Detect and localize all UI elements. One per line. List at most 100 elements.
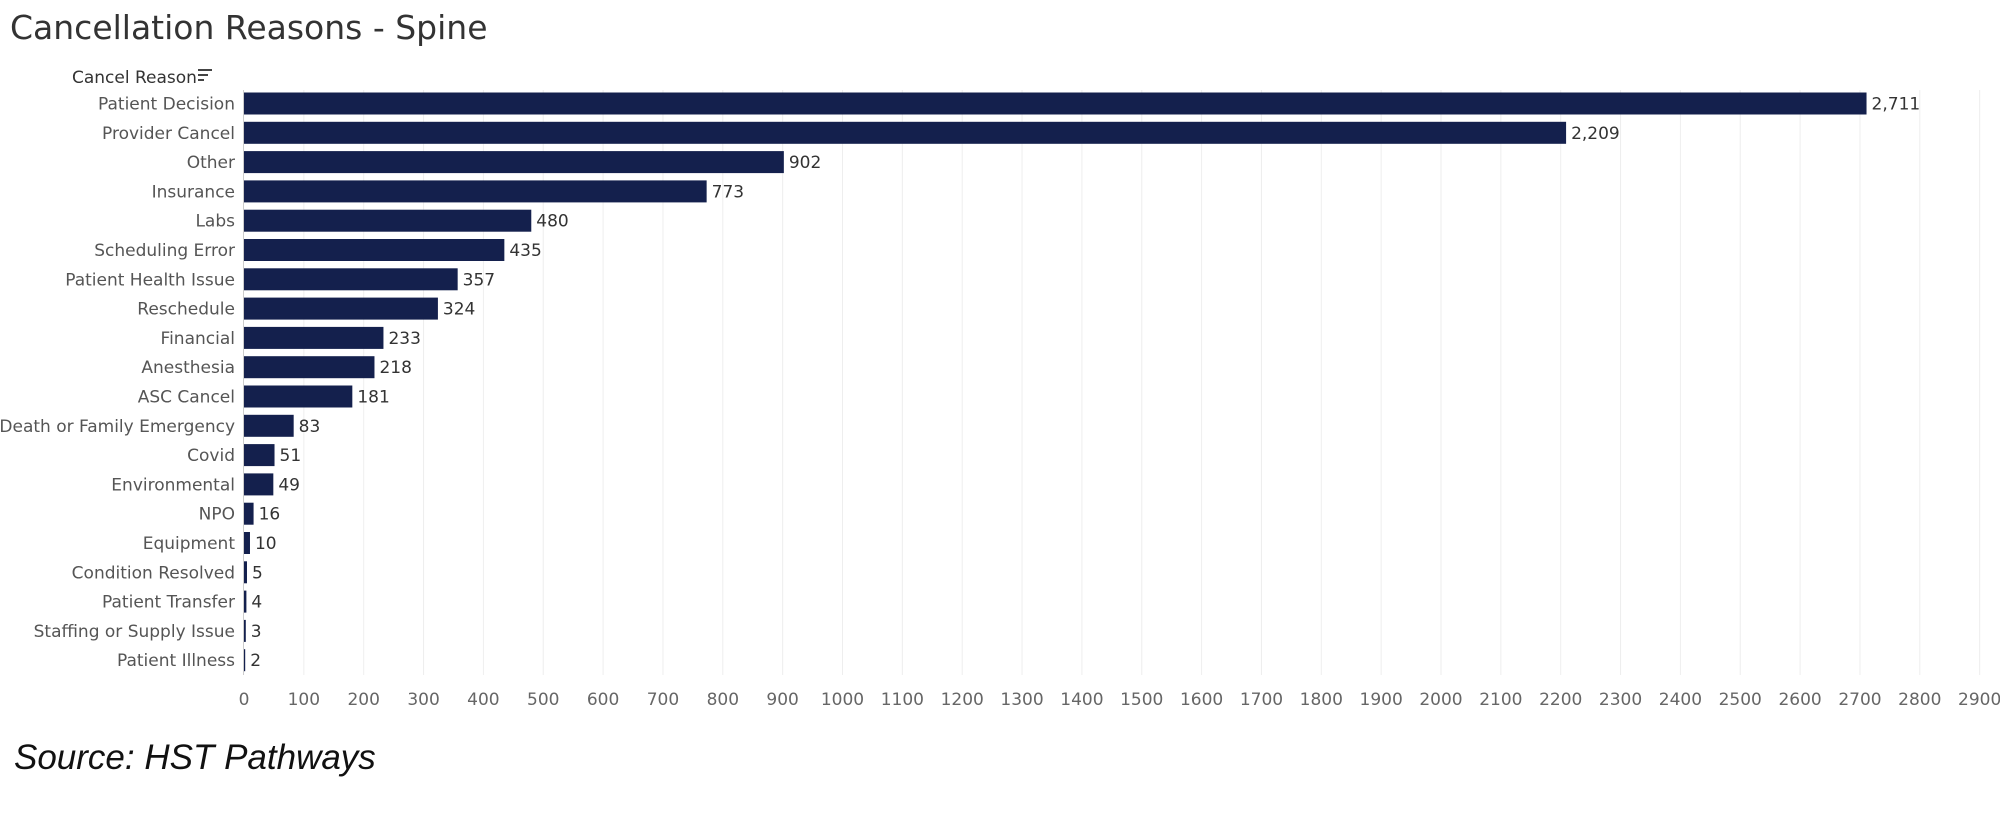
x-tick-label: 1900	[1360, 690, 1403, 710]
sort-icon[interactable]	[198, 69, 212, 81]
value-labels: 2,7112,209902773480435357324233218181835…	[250, 95, 1920, 672]
x-tick-label: 900	[766, 690, 798, 710]
bar[interactable]	[244, 590, 247, 613]
bar[interactable]	[244, 297, 438, 320]
gridlines	[243, 90, 1981, 675]
bar[interactable]	[244, 151, 784, 174]
bar[interactable]	[244, 444, 275, 467]
x-tick-label: 1300	[1000, 690, 1043, 710]
category-label: Covid	[187, 446, 235, 466]
data-label: 51	[280, 446, 302, 466]
data-label: 49	[278, 475, 300, 495]
x-tick-label: 700	[647, 690, 679, 710]
bar[interactable]	[244, 561, 247, 584]
y-axis-field-label[interactable]: Cancel Reason	[72, 68, 197, 88]
data-label: 480	[536, 212, 568, 232]
data-label: 324	[443, 300, 475, 320]
data-label: 5	[252, 563, 263, 583]
x-tick-label: 2200	[1539, 690, 1582, 710]
category-label: Financial	[161, 329, 235, 349]
category-label: Patient Decision	[98, 95, 235, 115]
x-tick-label: 2900	[1958, 690, 2000, 710]
bar[interactable]	[244, 121, 1567, 144]
category-label: Anesthesia	[141, 358, 235, 378]
category-labels: Patient Decision Provider Cancel Other Insu…	[0, 95, 235, 672]
bar[interactable]	[244, 209, 532, 232]
category-label: Environmental	[111, 475, 235, 495]
data-label: 218	[379, 358, 411, 378]
category-label: Condition Resolved	[72, 563, 235, 583]
x-tick-label: 1200	[941, 690, 984, 710]
category-label: Insurance	[152, 182, 235, 202]
bar[interactable]	[244, 239, 505, 261]
x-tick-label: 100	[288, 690, 320, 710]
data-label: 902	[789, 153, 821, 173]
x-tick-label: 400	[467, 690, 499, 710]
category-label: NPO	[199, 505, 235, 525]
category-label: Labs	[195, 212, 235, 232]
x-tick-label: 2100	[1479, 690, 1522, 710]
category-label: Equipment	[143, 534, 236, 554]
x-tick-label: 600	[587, 690, 619, 710]
bar[interactable]	[244, 532, 250, 554]
x-tick-label: 500	[527, 690, 559, 710]
x-tick-label: 2800	[1898, 690, 1941, 710]
data-label: 435	[509, 241, 541, 261]
category-label: ASC Cancel	[138, 388, 235, 408]
x-tick-label: 1800	[1300, 690, 1343, 710]
data-label: 3	[251, 622, 262, 642]
data-label: 2,209	[1571, 124, 1620, 144]
data-label: 10	[255, 534, 277, 554]
category-label: Provider Cancel	[102, 124, 235, 144]
bar[interactable]	[244, 326, 384, 349]
category-label: Death or Family Emergency	[0, 417, 235, 437]
category-label: Patient Health Issue	[65, 270, 235, 290]
bar[interactable]	[244, 385, 353, 408]
bar[interactable]	[244, 356, 375, 379]
category-label: Scheduling Error	[94, 241, 235, 261]
bar[interactable]	[244, 180, 707, 203]
category-label: Patient Transfer	[102, 593, 235, 613]
x-tick-label: 1500	[1120, 690, 1163, 710]
bar[interactable]	[244, 619, 246, 642]
data-label: 4	[251, 593, 262, 613]
data-label: 2,711	[1872, 95, 1921, 115]
bars	[244, 92, 1867, 672]
x-axis-ticks: 0 100 200 300 400 500 600 700 800 900 1000 1100 1200…	[239, 690, 2000, 710]
data-label: 16	[259, 505, 281, 525]
bar[interactable]	[244, 502, 254, 525]
x-tick-label: 1700	[1240, 690, 1283, 710]
bar[interactable]	[244, 92, 1867, 115]
x-tick-label: 0	[239, 690, 250, 710]
x-tick-label: 2600	[1778, 690, 1821, 710]
data-label: 357	[463, 270, 495, 290]
data-label: 83	[299, 417, 321, 437]
bar[interactable]	[244, 414, 294, 437]
source-note: Source: HST Pathways	[14, 738, 376, 777]
x-tick-label: 2500	[1719, 690, 1762, 710]
x-tick-label: 2400	[1659, 690, 1702, 710]
x-tick-label: 1000	[821, 690, 864, 710]
chart-title: Cancellation Reasons - Spine	[10, 8, 488, 47]
data-label: 773	[712, 182, 744, 202]
data-label: 233	[388, 329, 420, 349]
x-tick-label: 1100	[881, 690, 924, 710]
data-label: 2	[250, 651, 261, 671]
x-tick-label: 1600	[1180, 690, 1223, 710]
x-tick-label: 800	[707, 690, 739, 710]
category-label: Other	[187, 153, 235, 173]
x-tick-label: 2000	[1419, 690, 1462, 710]
bar[interactable]	[244, 649, 246, 672]
category-label: Reschedule	[137, 300, 235, 320]
x-tick-label: 300	[407, 690, 439, 710]
data-label: 181	[357, 388, 389, 408]
bar[interactable]	[244, 473, 274, 496]
x-tick-label: 2300	[1599, 690, 1642, 710]
category-label: Patient Illness	[117, 651, 235, 671]
category-label: Staffing or Supply Issue	[34, 622, 235, 642]
x-tick-label: 200	[347, 690, 379, 710]
x-tick-label: 1400	[1060, 690, 1103, 710]
bar[interactable]	[244, 268, 458, 291]
x-tick-label: 2700	[1838, 690, 1881, 710]
